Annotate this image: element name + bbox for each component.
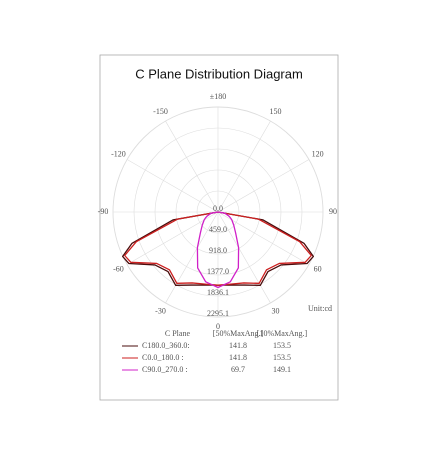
legend-label: C0.0_180.0 : xyxy=(142,353,184,362)
legend-column: [50%MaxAng.] xyxy=(213,329,264,338)
grid-spoke xyxy=(126,211,219,265)
r-tick-label: 2295.1 xyxy=(207,309,229,318)
legend-label: C90.0_270.0 : xyxy=(142,365,188,374)
grid-spoke xyxy=(165,120,219,213)
theta-tick-label: 30 xyxy=(272,306,280,315)
grid-spoke xyxy=(217,211,310,265)
r-tick-label: 0.0 xyxy=(213,204,223,213)
theta-tick-label: 150 xyxy=(270,107,282,116)
theta-tick-label: 120 xyxy=(312,149,324,158)
r-tick-label: 459.0 xyxy=(209,225,227,234)
theta-tick-label: 0 xyxy=(216,322,220,331)
legend-value: 149.1 xyxy=(273,365,291,374)
series-curve xyxy=(196,211,240,289)
grid-spoke xyxy=(165,211,219,304)
theta-tick-label: -90 xyxy=(98,207,109,216)
legend-value: 69.7 xyxy=(231,365,245,374)
grid-spoke xyxy=(217,211,271,304)
legend-title: C Plane xyxy=(165,329,191,338)
r-tick-label: 918.0 xyxy=(209,246,227,255)
legend-column: [10%MaxAng.] xyxy=(257,329,308,338)
legend-label: C180.0_360.0: xyxy=(142,341,190,350)
theta-tick-label: -120 xyxy=(111,149,126,158)
frame xyxy=(99,54,339,401)
theta-tick-label: -150 xyxy=(153,107,168,116)
grid-spoke xyxy=(217,159,310,213)
grid-spoke xyxy=(217,120,271,213)
theta-tick-label: -60 xyxy=(113,264,124,273)
r-tick-label: 1377.0 xyxy=(207,267,229,276)
theta-tick-label: ±180 xyxy=(210,92,226,101)
unit-label: Unit:cd xyxy=(308,304,332,313)
series-curve xyxy=(124,211,312,286)
legend-value: 153.5 xyxy=(273,341,291,350)
r-tick-label: 1836.1 xyxy=(207,288,229,297)
legend-value: 153.5 xyxy=(273,353,291,362)
chart-title: C Plane Distribution Diagram xyxy=(135,66,303,81)
theta-tick-label: 60 xyxy=(314,264,322,273)
theta-tick-label: 90 xyxy=(329,207,337,216)
legend-value: 141.8 xyxy=(229,341,247,350)
legend-value: 141.8 xyxy=(229,353,247,362)
theta-tick-label: -30 xyxy=(155,306,166,315)
grid-spoke xyxy=(126,159,219,213)
